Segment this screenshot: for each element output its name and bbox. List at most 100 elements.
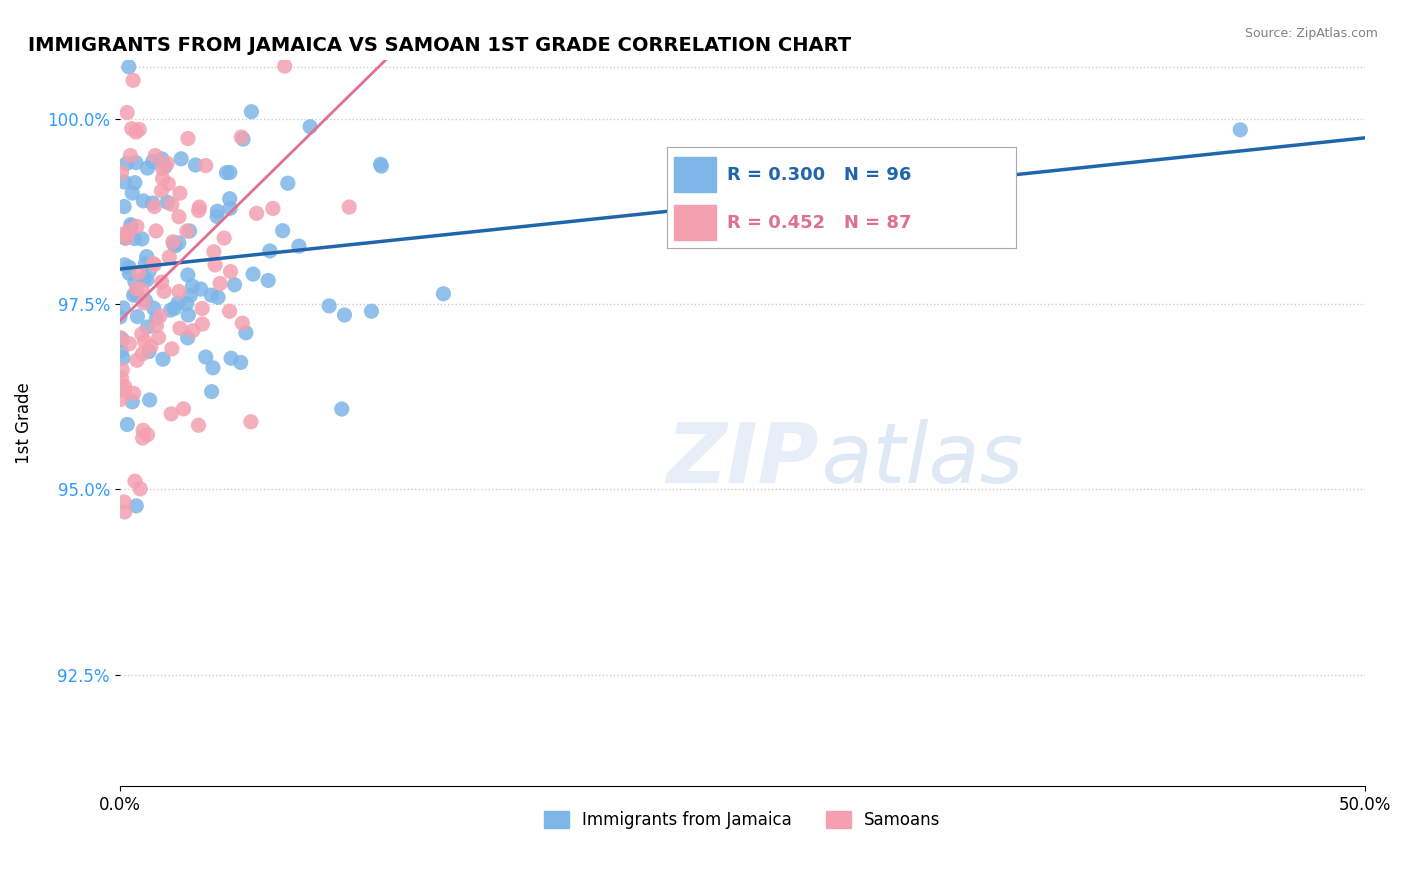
Samoans (231, 130, 253, 145)
Immigrants from Jamaica (136, 320, 159, 334)
Samoans (162, 235, 184, 249)
Immigrants from Jamaica (219, 202, 242, 216)
Samoans (112, 495, 135, 509)
Immigrants from Jamaica (163, 301, 186, 316)
Samoans (132, 423, 155, 437)
Immigrants from Jamaica (184, 158, 207, 172)
Immigrants from Jamaica (218, 165, 240, 179)
Immigrants from Jamaica (194, 350, 217, 364)
Immigrants from Jamaica (170, 152, 193, 166)
Immigrants from Jamaica (205, 210, 228, 224)
Samoans (129, 482, 152, 496)
Samoans (231, 316, 253, 330)
Immigrants from Jamaica (152, 352, 174, 367)
Immigrants from Jamaica (167, 296, 190, 310)
Samoans (157, 177, 180, 191)
Immigrants from Jamaica (125, 287, 148, 301)
Samoans (191, 317, 214, 331)
Immigrants from Jamaica (224, 277, 246, 292)
Samoans (145, 224, 167, 238)
Samoans (202, 244, 225, 259)
Immigrants from Jamaica (207, 204, 229, 219)
Samoans (160, 342, 183, 356)
Immigrants from Jamaica (121, 394, 143, 409)
Samoans (148, 330, 170, 344)
Samoans (169, 186, 191, 201)
Immigrants from Jamaica (207, 290, 229, 304)
Immigrants from Jamaica (432, 286, 454, 301)
Samoans (131, 283, 153, 297)
Samoans (167, 210, 190, 224)
Samoans (136, 427, 159, 442)
Immigrants from Jamaica (240, 104, 263, 119)
Samoans (150, 184, 173, 198)
Samoans (122, 386, 145, 401)
Immigrants from Jamaica (259, 244, 281, 258)
Immigrants from Jamaica (138, 344, 160, 359)
Samoans (209, 277, 232, 291)
Immigrants from Jamaica (299, 120, 322, 134)
Samoans (110, 165, 132, 179)
Immigrants from Jamaica (257, 273, 280, 287)
Immigrants from Jamaica (121, 186, 143, 200)
Immigrants from Jamaica (142, 154, 165, 169)
Samoans (143, 200, 166, 214)
Immigrants from Jamaica (153, 160, 176, 174)
Immigrants from Jamaica (114, 175, 136, 189)
Samoans (143, 148, 166, 162)
Samoans (160, 197, 183, 211)
Immigrants from Jamaica (177, 268, 200, 282)
Samoans (110, 392, 132, 407)
Immigrants from Jamaica (167, 235, 190, 250)
Immigrants from Jamaica (360, 304, 382, 318)
Samoans (131, 347, 153, 361)
Samoans (149, 309, 172, 323)
Samoans (120, 148, 142, 162)
Immigrants from Jamaica (330, 402, 353, 417)
Immigrants from Jamaica (127, 310, 149, 324)
Immigrants from Jamaica (150, 152, 173, 166)
Samoans (218, 304, 240, 318)
Immigrants from Jamaica (131, 232, 153, 246)
Immigrants from Jamaica (177, 308, 200, 322)
Immigrants from Jamaica (112, 351, 135, 365)
Samoans (153, 285, 176, 299)
Immigrants from Jamaica (232, 132, 254, 146)
Immigrants from Jamaica (181, 279, 204, 293)
Immigrants from Jamaica (156, 195, 179, 210)
Immigrants from Jamaica (179, 224, 201, 238)
Immigrants from Jamaica (124, 176, 146, 190)
Samoans (125, 219, 148, 234)
Immigrants from Jamaica (176, 296, 198, 310)
Immigrants from Jamaica (112, 200, 135, 214)
Text: IMMIGRANTS FROM JAMAICA VS SAMOAN 1ST GRADE CORRELATION CHART: IMMIGRANTS FROM JAMAICA VS SAMOAN 1ST GR… (28, 36, 851, 54)
Samoans (128, 266, 150, 280)
Samoans (262, 202, 284, 216)
Immigrants from Jamaica (200, 288, 222, 302)
Samoans (181, 324, 204, 338)
Samoans (152, 171, 174, 186)
Samoans (204, 258, 226, 272)
Immigrants from Jamaica (111, 333, 134, 347)
Immigrants from Jamaica (179, 288, 201, 302)
Text: atlas: atlas (742, 418, 1024, 500)
Immigrants from Jamaica (120, 218, 142, 232)
Samoans (110, 331, 132, 345)
Samoans (125, 125, 148, 139)
Immigrants from Jamaica (201, 360, 224, 375)
Immigrants from Jamaica (125, 499, 148, 513)
Samoans (114, 505, 136, 519)
Immigrants from Jamaica (165, 239, 187, 253)
Samoans (152, 161, 174, 176)
Samoans (114, 384, 136, 398)
Immigrants from Jamaica (125, 155, 148, 169)
Samoans (177, 131, 200, 145)
Samoans (156, 156, 179, 170)
Samoans (150, 275, 173, 289)
Immigrants from Jamaica (118, 260, 141, 275)
Immigrants from Jamaica (135, 250, 157, 264)
Samoans (160, 407, 183, 421)
Immigrants from Jamaica (142, 301, 165, 315)
Samoans (169, 321, 191, 335)
Samoans (122, 73, 145, 87)
